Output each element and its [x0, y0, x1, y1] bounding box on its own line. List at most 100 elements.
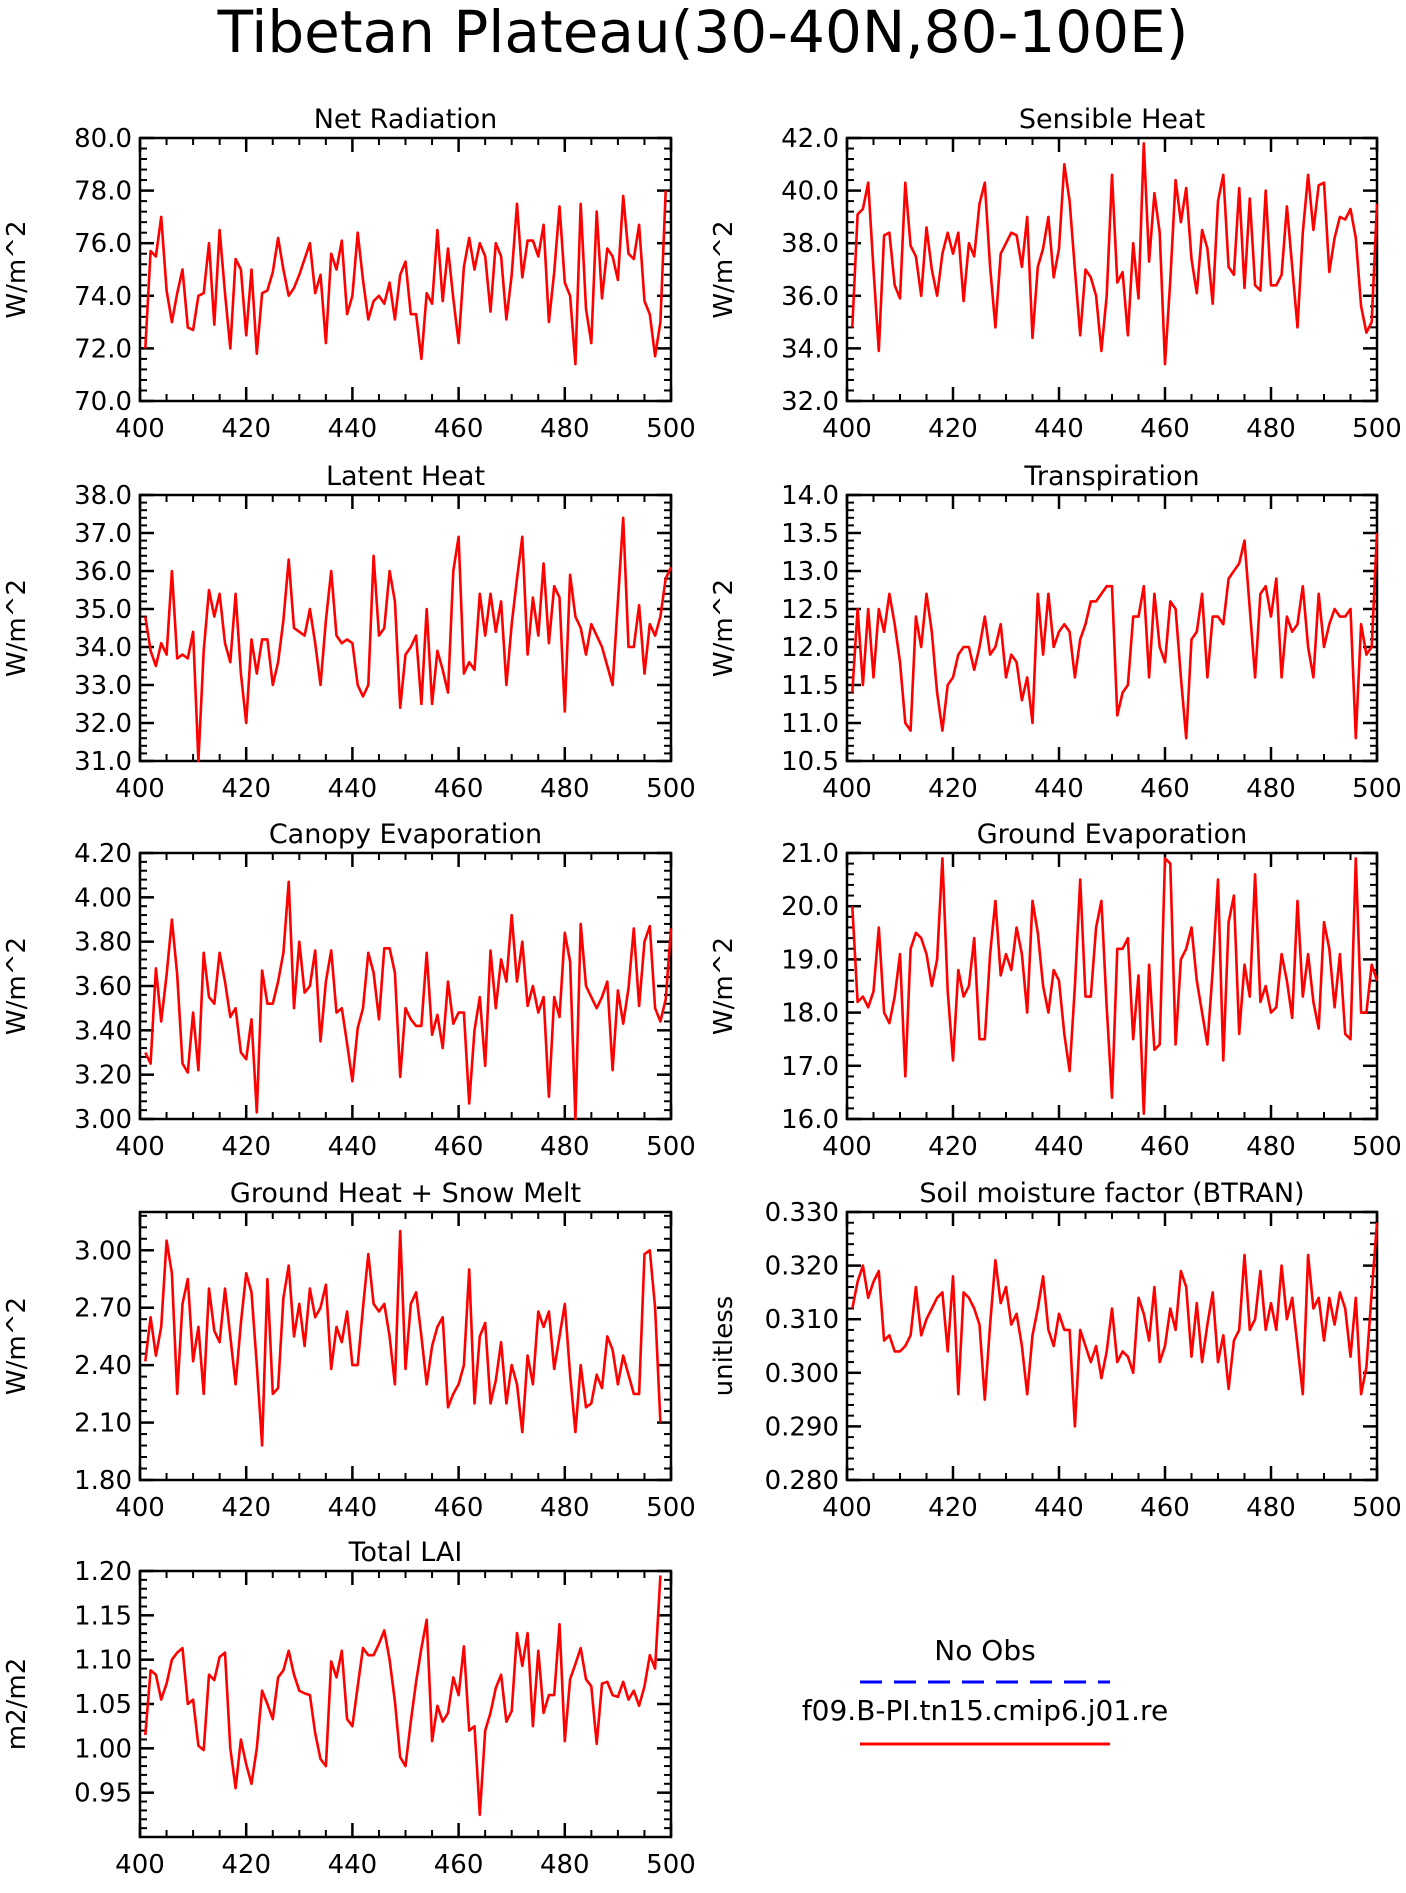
series-line	[144, 880, 673, 1121]
x-tick-label: 500	[646, 1850, 696, 1880]
y-tick-label: 31.0	[74, 747, 132, 777]
x-tick-label: 400	[115, 774, 165, 804]
x-tick-label: 440	[328, 1850, 378, 1880]
x-tick-label: 420	[928, 414, 978, 444]
y-tick-label: 80.0	[74, 124, 132, 154]
series-line	[144, 1229, 662, 1447]
y-tick-label: 0.95	[74, 1779, 132, 1809]
y-tick-label: 1.05	[74, 1690, 132, 1720]
x-tick-label: 500	[1352, 774, 1402, 804]
y-tick-label: 10.5	[781, 747, 839, 777]
y-tick-label: 35.0	[74, 595, 132, 625]
y-tick-label: 4.00	[74, 883, 132, 913]
x-tick-label: 480	[1246, 1132, 1296, 1162]
x-tick-label: 440	[328, 414, 378, 444]
y-tick-label: 33.0	[74, 671, 132, 701]
x-tick-label: 480	[540, 1132, 590, 1162]
x-tick-label: 400	[115, 414, 165, 444]
y-tick-label: 0.320	[765, 1252, 839, 1282]
x-tick-label: 500	[1352, 414, 1402, 444]
y-tick-label: 3.00	[74, 1105, 132, 1135]
chart-panel: Total LAI 400 420 440 460 480 500 0.95 1.00 1.05 1…	[2, 1537, 696, 1880]
panel-title: Ground Evaporation	[977, 819, 1248, 850]
x-tick-label: 420	[928, 1132, 978, 1162]
plot-frame	[138, 851, 673, 1121]
x-tick-label: 500	[1352, 1493, 1402, 1523]
chart-panel: Transpiration 400 420 440 460 480 500 10.5 11.0 1…	[709, 461, 1402, 804]
panel-title: Soil moisture factor (BTRAN)	[919, 1178, 1304, 1209]
y-tick-label: 37.0	[74, 519, 132, 549]
y-tick-label: 40.0	[781, 177, 839, 207]
chart-panel: Latent Heat 400 420 440 460 480 500 31.0 32.0 33.…	[2, 461, 696, 804]
x-tick-label: 440	[1034, 1132, 1084, 1162]
y-tick-label: 32.0	[781, 387, 839, 417]
y-tick-label: 72.0	[74, 334, 132, 364]
y-tick-label: 2.40	[74, 1351, 132, 1381]
panel-title: Net Radiation	[314, 104, 498, 135]
y-tick-label: 1.00	[74, 1734, 132, 1764]
y-tick-label: 1.15	[74, 1601, 132, 1631]
y-axis-label: W/m^2	[2, 220, 32, 318]
plot-frame	[845, 493, 1379, 763]
y-tick-label: 12.0	[781, 633, 839, 663]
y-tick-label: 12.5	[781, 595, 839, 625]
x-tick-label: 440	[328, 1493, 378, 1523]
legend-model-label: f09.B-PI.tn15.cmip6.j01.re	[802, 1694, 1168, 1727]
x-tick-label: 420	[221, 414, 271, 444]
y-tick-label: 32.0	[74, 709, 132, 739]
x-tick-label: 420	[221, 774, 271, 804]
panel-title: Transpiration	[1023, 461, 1199, 492]
x-tick-label: 420	[221, 1493, 271, 1523]
y-tick-label: 38.0	[781, 229, 839, 259]
y-tick-label: 0.330	[765, 1198, 839, 1228]
panel-title: Sensible Heat	[1019, 104, 1205, 135]
legend: No Obs f09.B-PI.tn15.cmip6.j01.re	[802, 1634, 1168, 1746]
series-line	[144, 516, 673, 763]
y-tick-label: 3.40	[74, 1016, 132, 1046]
x-tick-label: 440	[328, 774, 378, 804]
x-tick-label: 400	[822, 1132, 872, 1162]
series-line	[851, 1222, 1379, 1428]
panel-title: Total LAI	[348, 1537, 463, 1568]
y-tick-label: 1.80	[74, 1466, 132, 1496]
series-line	[144, 190, 667, 366]
x-tick-label: 440	[1034, 1493, 1084, 1523]
y-tick-label: 0.280	[765, 1466, 839, 1496]
x-tick-label: 400	[115, 1850, 165, 1880]
panel-title: Ground Heat + Snow Melt	[230, 1178, 581, 1209]
x-tick-label: 420	[221, 1132, 271, 1162]
y-tick-label: 78.0	[74, 177, 132, 207]
x-tick-label: 440	[1034, 774, 1084, 804]
x-tick-label: 460	[434, 1493, 484, 1523]
y-tick-label: 0.310	[765, 1305, 839, 1335]
y-tick-label: 2.10	[74, 1409, 132, 1439]
y-tick-label: 3.80	[74, 928, 132, 958]
x-tick-label: 460	[434, 774, 484, 804]
y-tick-label: 11.5	[781, 671, 839, 701]
y-tick-label: 13.0	[781, 557, 839, 587]
x-tick-label: 400	[115, 1493, 165, 1523]
y-axis-label: W/m^2	[709, 937, 739, 1035]
x-tick-label: 460	[1140, 1493, 1190, 1523]
y-tick-label: 3.00	[74, 1236, 132, 1266]
x-tick-label: 480	[540, 1493, 590, 1523]
y-tick-label: 2.70	[74, 1294, 132, 1324]
legend-obs-label: No Obs	[934, 1634, 1035, 1667]
x-tick-label: 420	[928, 774, 978, 804]
y-axis-label: W/m^2	[709, 579, 739, 677]
series-line	[144, 1575, 662, 1817]
y-tick-label: 11.0	[781, 709, 839, 739]
y-axis-label: W/m^2	[709, 220, 739, 318]
x-tick-label: 460	[434, 414, 484, 444]
y-axis-label: m2/m2	[2, 1658, 32, 1751]
y-tick-label: 3.20	[74, 1061, 132, 1091]
y-tick-label: 36.0	[74, 557, 132, 587]
figure-title: Tibetan Plateau(30-40N,80-100E)	[217, 0, 1189, 66]
x-tick-label: 400	[822, 1493, 872, 1523]
x-tick-label: 440	[328, 1132, 378, 1162]
y-axis-label: unitless	[709, 1296, 739, 1397]
y-tick-label: 14.0	[781, 481, 839, 511]
x-tick-label: 500	[646, 1132, 696, 1162]
chart-panel: Soil moisture factor (BTRAN) 400 420 440 460…	[709, 1178, 1402, 1523]
